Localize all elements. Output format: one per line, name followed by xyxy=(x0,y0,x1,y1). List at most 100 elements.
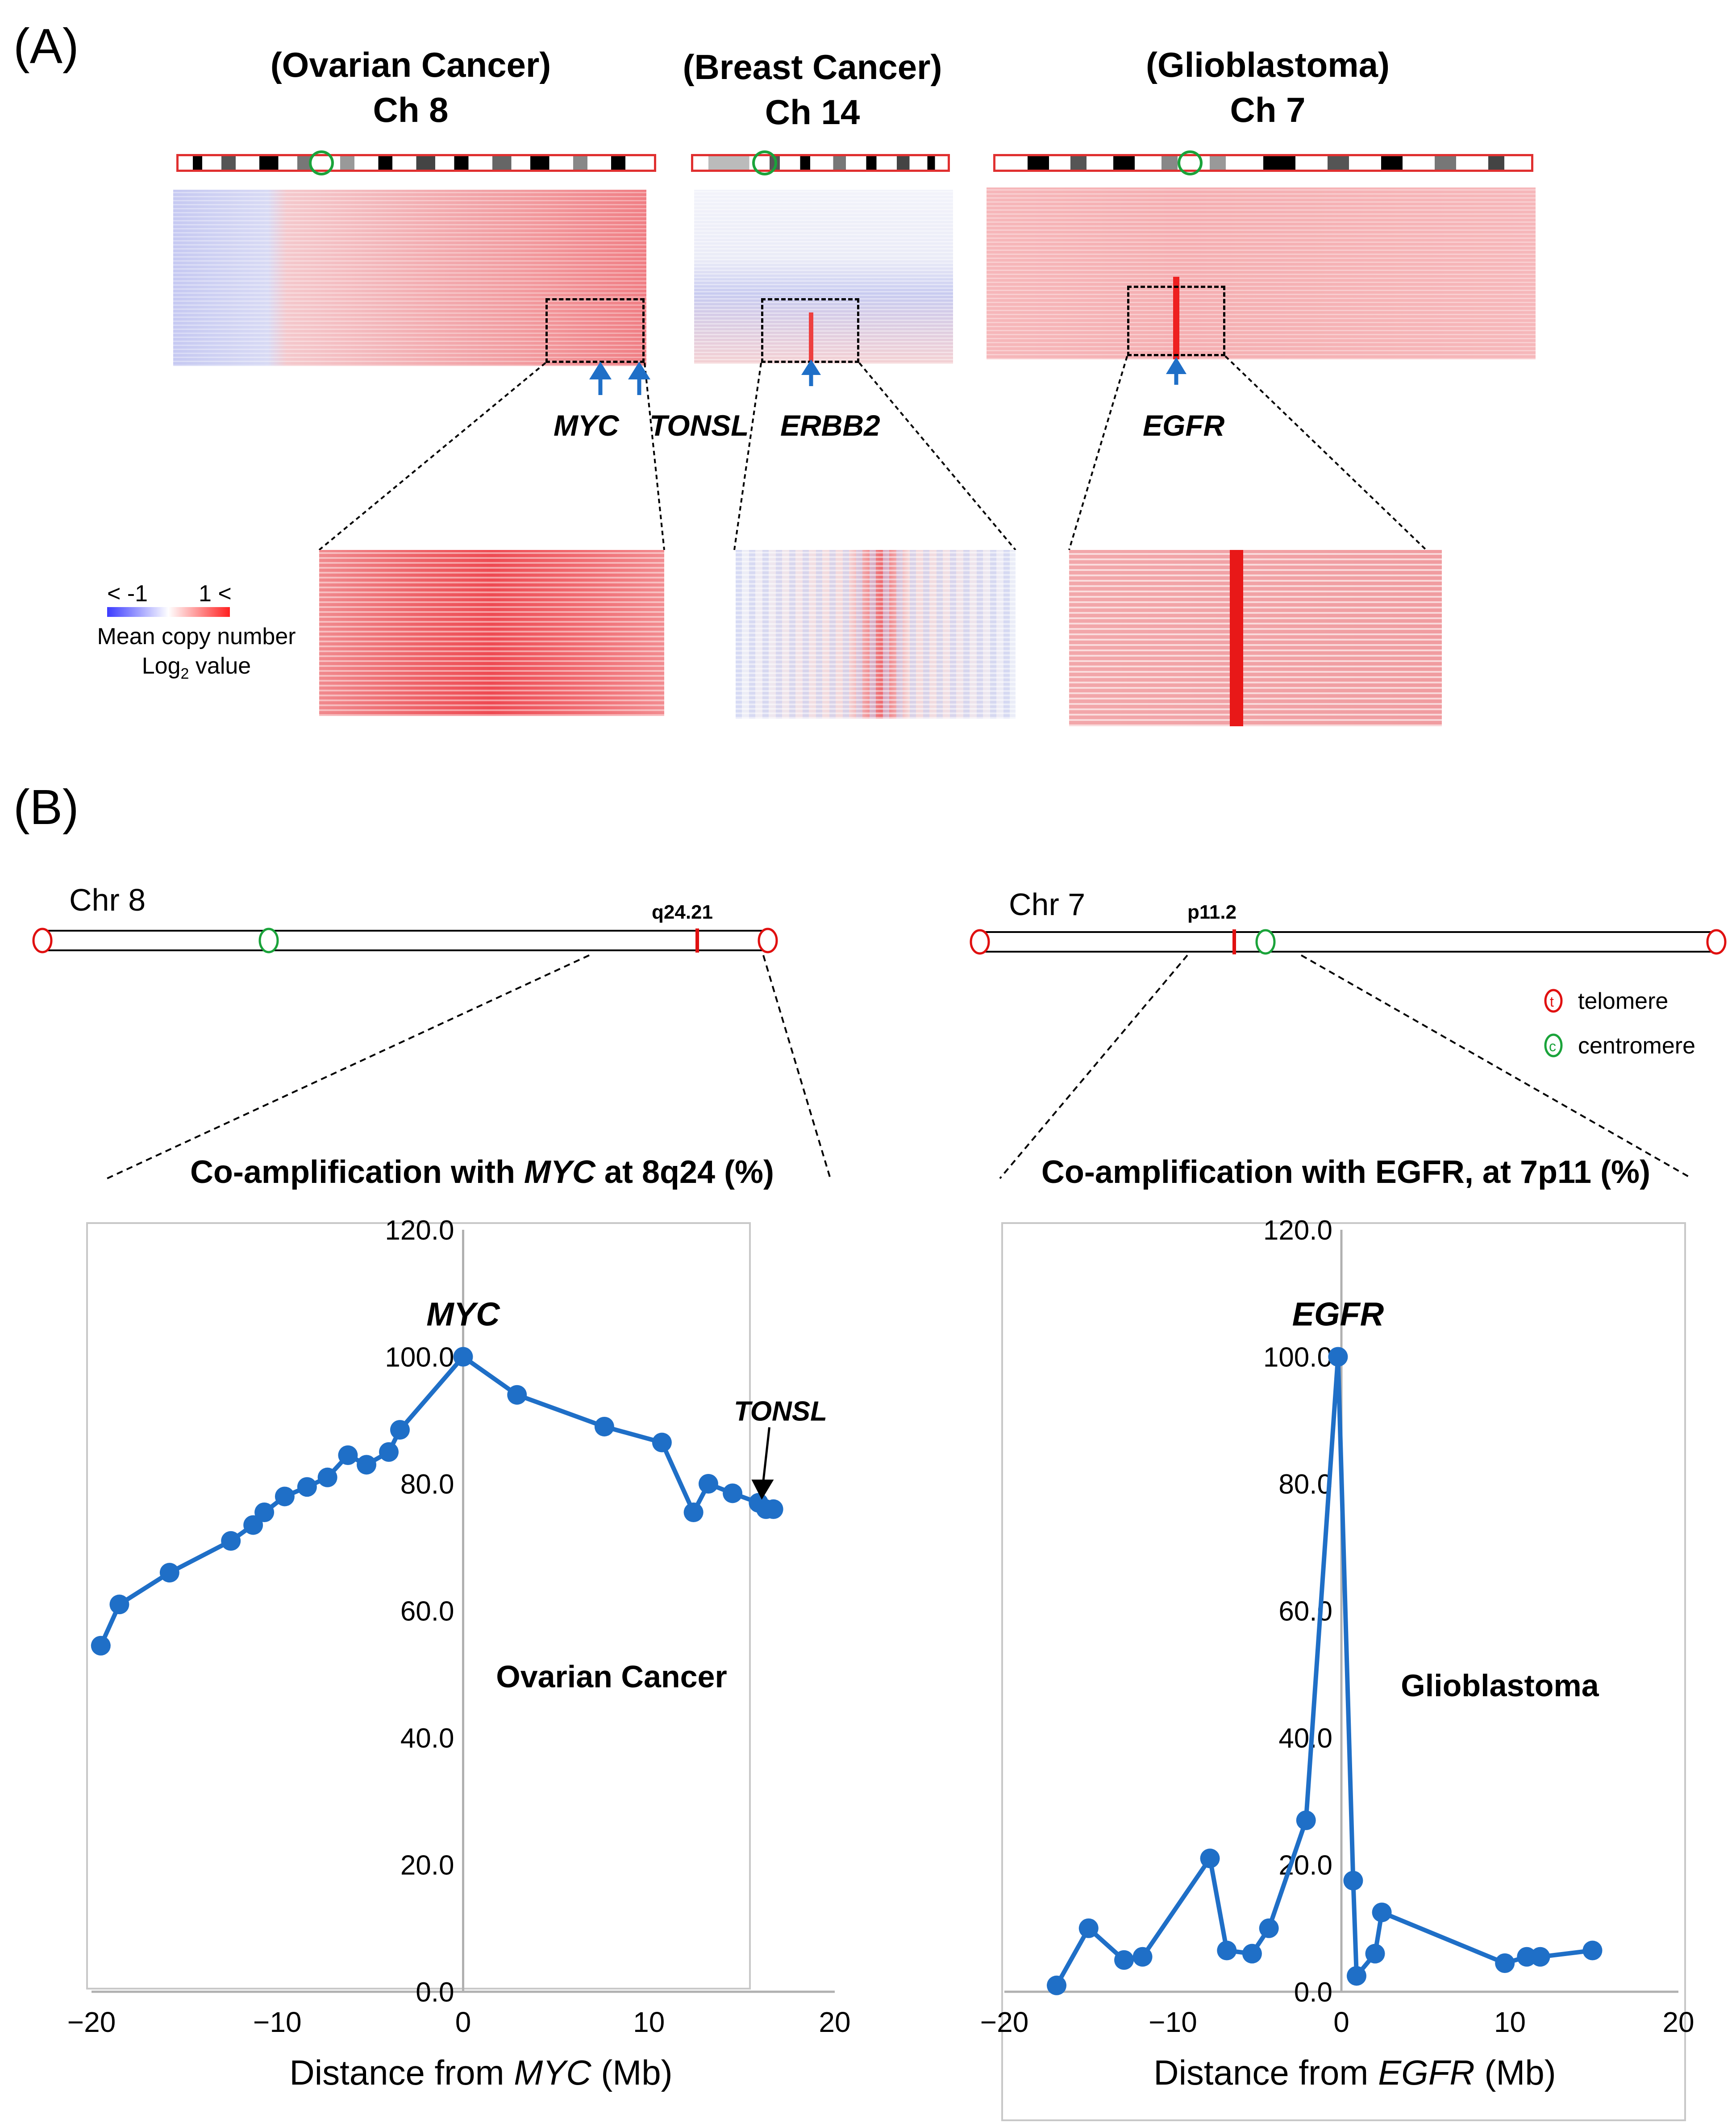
chart-title-0: Co-amplification with MYC at 8q24 (%) xyxy=(190,1154,774,1190)
ideogram-ch8 xyxy=(176,154,656,172)
centromere-icon xyxy=(1255,929,1276,955)
chr7-label: Chr 7 xyxy=(1009,887,1085,922)
chart-title-prefix: Co-amplification with xyxy=(190,1154,524,1190)
y-tick-label-0: 80.0 xyxy=(400,1469,454,1500)
arrow-label-0: TONSL xyxy=(734,1396,827,1427)
data-point-1 xyxy=(1200,1848,1220,1869)
x-tick-label-1: 0 xyxy=(1333,2006,1349,2038)
legend-telomere-glyph: t xyxy=(1550,994,1554,1010)
y-tick-label-0: 120.0 xyxy=(385,1215,454,1246)
x-tick-label-0: −10 xyxy=(253,2006,302,2038)
chart-annotation-1: Glioblastoma xyxy=(1401,1668,1599,1703)
legend-log-prefix: Log xyxy=(142,653,181,679)
gene-label-egfr: EGFR xyxy=(1143,409,1225,442)
data-point-0 xyxy=(652,1432,672,1453)
telomere-icon xyxy=(1706,929,1727,955)
copy-number-legend: < -1 1 < Mean copy number Log2 value xyxy=(85,580,321,683)
data-point-0 xyxy=(159,1563,179,1583)
centromere-marker-ch14 xyxy=(752,150,777,175)
zoom-box-myc xyxy=(545,298,645,363)
tonsl-arrow-shaft-icon xyxy=(761,1427,770,1487)
heatmap-breast-ch14 xyxy=(694,190,953,364)
chart-annotation-0: Ovarian Cancer xyxy=(496,1659,727,1694)
arrow-erbb2-head-icon xyxy=(801,359,821,375)
legend-centromere-glyph: c xyxy=(1549,1038,1556,1054)
legend-log-suffix: value xyxy=(189,653,251,679)
x-axis-label-0: Distance from MYC (Mb) xyxy=(289,2053,672,2092)
chr8-band-label: q24.21 xyxy=(652,901,713,923)
x-axis-label-suffix: (Mb) xyxy=(591,2053,673,2092)
connector-line xyxy=(1068,356,1128,550)
egfr-zoom-amplification-band xyxy=(1230,550,1243,726)
title-glioblastoma-line1: (Glioblastoma) xyxy=(1145,45,1390,84)
data-point-0 xyxy=(698,1474,718,1494)
x-axis-label-prefix: Distance from xyxy=(289,2053,514,2092)
data-point-0 xyxy=(297,1477,317,1497)
title-glioblastoma-line2: Ch 7 xyxy=(1230,90,1306,130)
chromosome-schematics: Chr 8 q24.21 Chr 7 p11.2 t telomere c ce… xyxy=(32,882,1727,1179)
data-point-0 xyxy=(683,1503,704,1523)
peak-label-0: MYC xyxy=(426,1296,500,1333)
chr7-zoom-line xyxy=(999,954,1188,1179)
data-point-0 xyxy=(221,1531,241,1551)
legend-centromere-label: centromere xyxy=(1578,1033,1695,1059)
ideogram-ch14 xyxy=(691,154,950,172)
gene-label-erbb2: ERBB2 xyxy=(780,409,880,442)
y-tick-label-1: 120.0 xyxy=(1263,1215,1332,1246)
data-point-0 xyxy=(453,1347,473,1367)
data-point-1 xyxy=(1217,1940,1237,1961)
legend-telomere-label: telomere xyxy=(1578,988,1668,1014)
ideogram-ch7 xyxy=(993,154,1533,172)
title-ovarian: (Ovarian Cancer) Ch 8 xyxy=(214,42,607,133)
data-point-0 xyxy=(594,1416,614,1436)
data-point-1 xyxy=(1372,1902,1392,1923)
chart-title-gene: MYC xyxy=(524,1154,596,1190)
data-point-0 xyxy=(379,1442,399,1462)
zoom-heatmap-ovarian xyxy=(319,550,664,716)
data-point-0 xyxy=(109,1594,129,1615)
y-tick-label-1: 40.0 xyxy=(1278,1723,1332,1754)
title-breast: (Breast Cancer) Ch 14 xyxy=(643,45,982,135)
data-point-0 xyxy=(243,1515,263,1535)
heatmap-ovarian-ch8 xyxy=(173,190,646,366)
title-glioblastoma: (Glioblastoma) Ch 7 xyxy=(1080,42,1455,133)
x-tick-label-0: 0 xyxy=(455,2006,471,2038)
heatmap-glioblastoma-ch7 xyxy=(987,187,1536,359)
centromere-marker-ch7 xyxy=(1178,150,1203,175)
legend-telomere-icon xyxy=(1544,989,1563,1013)
chr8-zoom-line xyxy=(762,955,831,1179)
y-tick-label-0: 40.0 xyxy=(400,1723,454,1754)
egfr-amplification-band xyxy=(1173,277,1179,359)
zoom-box-egfr xyxy=(1127,286,1225,356)
legend-color-bar xyxy=(107,607,230,617)
data-point-1 xyxy=(1582,1940,1603,1961)
y-tick-label-0: 100.0 xyxy=(385,1342,454,1373)
chr8-bar xyxy=(42,930,766,951)
chr8-label: Chr 8 xyxy=(69,882,146,917)
x-tick-label-0: 20 xyxy=(819,2006,850,2038)
chart-title-suffix: at 8q24 (%) xyxy=(595,1154,774,1190)
data-point-1 xyxy=(1495,1953,1515,1973)
y-tick-label-0: 20.0 xyxy=(400,1850,454,1881)
chr7-band-label: p11.2 xyxy=(1187,901,1236,923)
data-point-1 xyxy=(1047,1975,1067,1995)
data-point-1 xyxy=(1530,1947,1550,1967)
x-axis-label-1: Distance from EGFR (Mb) xyxy=(1153,2053,1556,2092)
centromere-marker-ch8 xyxy=(309,150,334,175)
data-point-1 xyxy=(1517,1947,1537,1967)
data-point-1 xyxy=(1259,1918,1279,1938)
title-ovarian-line2: Ch 8 xyxy=(373,90,449,130)
connector-line xyxy=(858,362,1016,551)
title-breast-line2: Ch 14 xyxy=(765,92,860,132)
x-tick-label-1: 10 xyxy=(1494,2006,1526,2038)
data-point-1 xyxy=(1296,1810,1316,1830)
arrow-tonsl-head-icon xyxy=(628,362,650,379)
data-point-0 xyxy=(317,1467,337,1487)
peak-label-1: EGFR xyxy=(1292,1296,1384,1333)
x-axis-label-gene: MYC xyxy=(514,2053,591,2092)
y-tick-label-1: 60.0 xyxy=(1278,1596,1332,1627)
legend-centromere-icon xyxy=(1544,1033,1563,1057)
data-point-0 xyxy=(275,1486,295,1507)
telomere-icon xyxy=(758,928,778,953)
